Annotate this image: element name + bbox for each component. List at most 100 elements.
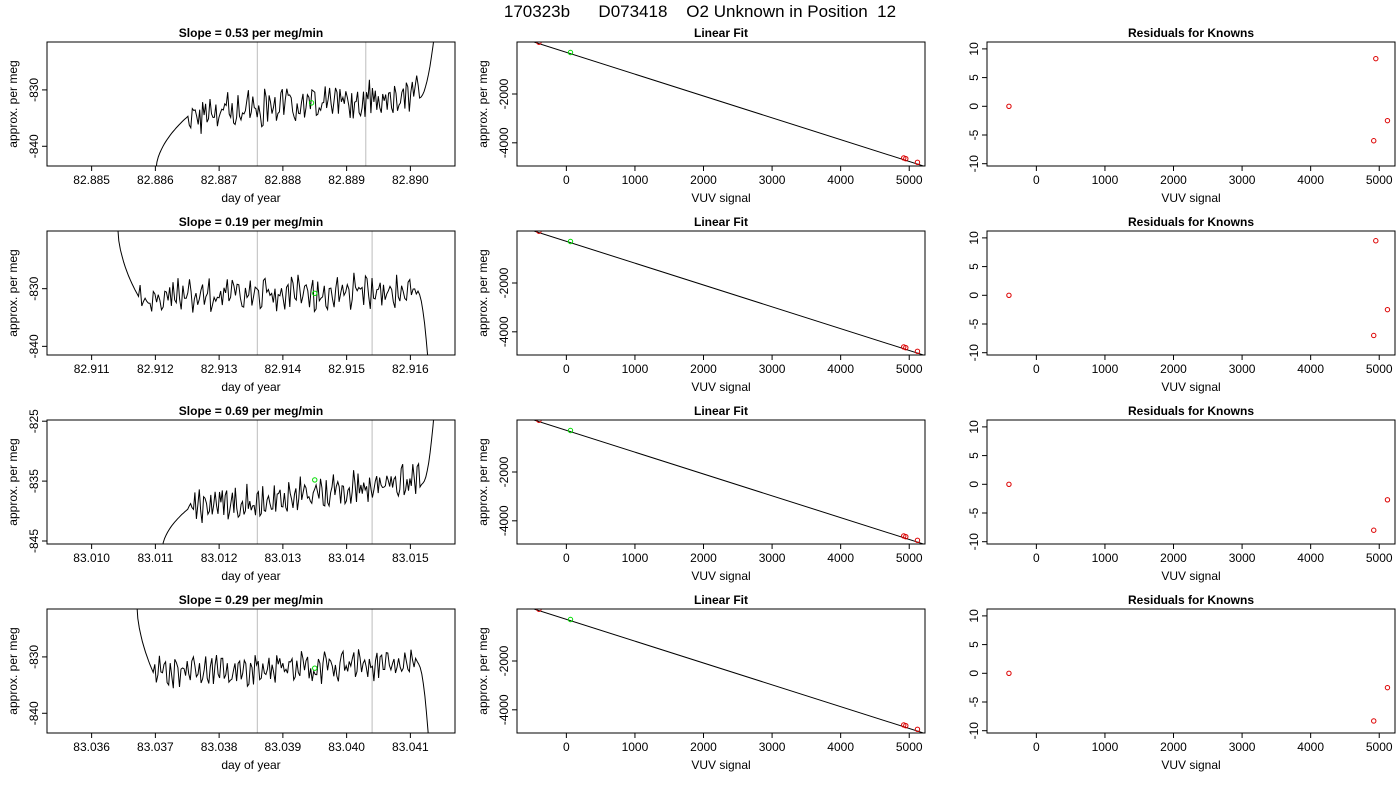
y-axis-label: approx. per meg — [6, 438, 20, 525]
plot-area — [1006, 238, 1391, 339]
y-axis-label: approx. per meg — [476, 438, 490, 525]
x-tick-label: 83.038 — [201, 740, 238, 754]
x-tick-label: 0 — [1033, 362, 1040, 376]
known-point — [1371, 527, 1377, 533]
plot-frame — [516, 608, 926, 734]
plot-frame — [516, 41, 926, 167]
known-point — [1371, 332, 1377, 339]
x-tick-label: 5000 — [896, 740, 923, 754]
y-axis-label: approx. per meg — [476, 627, 490, 714]
plot-frame — [46, 230, 456, 356]
x-tick-label: 0 — [563, 362, 570, 376]
x-tick-label: 4000 — [827, 173, 854, 187]
y-tick-label: -830 — [27, 78, 41, 102]
page-title: 170323b D073418 O2 Unknown in Position 1… — [503, 2, 897, 21]
fit-line — [532, 609, 925, 733]
y-tick-label: 10 — [967, 609, 981, 623]
y-tick-label: -10 — [967, 722, 981, 740]
y-tick-label: -4000 — [497, 694, 511, 725]
x-tick-label: 82.889 — [328, 173, 365, 187]
y-tick-label: -10 — [967, 533, 981, 551]
known-point — [1006, 670, 1012, 676]
x-tick-label: 83.010 — [73, 551, 110, 565]
x-axis-label: VUV signal — [691, 380, 750, 394]
x-tick-label: 3000 — [759, 551, 786, 565]
x-tick-label: 4000 — [1297, 173, 1324, 187]
unknown-marker — [308, 100, 315, 106]
plot-area — [1006, 481, 1391, 533]
y-tick-label: -4000 — [497, 127, 511, 158]
x-tick-label: 82.887 — [201, 173, 238, 187]
known-point — [914, 537, 921, 544]
y-tick-label: 0 — [967, 292, 981, 299]
panel-linear-fit-3: Linear Fit 0 1000 2000 3000 4000 5000 -4000 -200… — [476, 404, 926, 583]
y-tick-label: -830 — [27, 645, 41, 669]
x-tick-label: 83.036 — [73, 740, 110, 754]
y-tick-label: -10 — [967, 155, 981, 173]
x-tick-label: 2000 — [1160, 551, 1187, 565]
x-tick-label: 83.039 — [265, 740, 302, 754]
x-tick-label: 82.911 — [74, 362, 110, 376]
x-axis-label: VUV signal — [691, 569, 750, 583]
timeseries-line — [155, 42, 434, 166]
panel-residuals-2: Residuals for Knowns 0 1000 2000 3000 4000 500… — [967, 215, 1396, 394]
x-tick-label: 4000 — [1297, 551, 1324, 565]
x-axis-label: day of year — [221, 569, 280, 583]
unknown-point — [567, 49, 574, 56]
x-tick-label: 4000 — [1297, 362, 1324, 376]
x-tick-label: 3000 — [759, 362, 786, 376]
panel-linear-fit-4: Linear Fit 0 1000 2000 3000 4000 5000 -4000 -200… — [476, 593, 926, 772]
y-tick-label: 5 — [967, 74, 981, 81]
x-tick-label: 3000 — [1229, 740, 1256, 754]
plot-frame — [46, 41, 456, 167]
known-point — [1006, 481, 1012, 487]
plot-area — [136, 609, 429, 733]
known-point — [903, 344, 909, 351]
x-tick-label: 83.011 — [137, 551, 173, 565]
known-point — [903, 533, 909, 540]
x-axis-label: day of year — [221, 380, 280, 394]
x-tick-label: 5000 — [1366, 551, 1393, 565]
x-tick-label: 4000 — [827, 551, 854, 565]
x-tick-label: 5000 — [1366, 740, 1393, 754]
y-tick-label: -5 — [967, 507, 981, 518]
panel-title: Residuals for Knowns — [1128, 404, 1254, 418]
y-axis-label: approx. per meg — [6, 249, 20, 336]
x-tick-label: 82.890 — [392, 173, 429, 187]
x-tick-label: 2000 — [1160, 740, 1187, 754]
plot-frame — [986, 419, 1396, 545]
known-point — [1384, 497, 1391, 503]
known-point — [1373, 55, 1379, 62]
x-tick-label: 82.885 — [73, 173, 110, 187]
x-tick-label: 2000 — [690, 551, 717, 565]
panel-timeseries-4: Slope = 0.29 per meg/min 83.036 83.037 83.0… — [6, 593, 456, 772]
x-tick-label: 82.888 — [265, 173, 302, 187]
x-tick-label: 0 — [563, 740, 570, 754]
y-tick-label: 5 — [967, 452, 981, 459]
panel-title: Residuals for Knowns — [1128, 593, 1254, 607]
plot-frame — [986, 608, 1396, 734]
panel-residuals-4: Residuals for Knowns 0 1000 2000 3000 4000 500… — [967, 593, 1396, 772]
y-tick-label: -4000 — [497, 316, 511, 347]
plot-area — [532, 231, 925, 355]
x-tick-label: 83.012 — [201, 551, 238, 565]
x-tick-label: 1000 — [622, 551, 649, 565]
y-tick-label: -840 — [27, 134, 41, 158]
y-tick-label: -845 — [27, 529, 41, 553]
known-point — [914, 726, 921, 733]
x-tick-label: 5000 — [896, 173, 923, 187]
x-axis-label: day of year — [221, 191, 280, 205]
x-axis-label: day of year — [221, 758, 280, 772]
y-tick-label: -840 — [27, 334, 41, 358]
timeseries-line — [136, 609, 429, 733]
x-tick-label: 3000 — [1229, 173, 1256, 187]
x-tick-label: 5000 — [896, 362, 923, 376]
y-tick-label: 10 — [967, 420, 981, 434]
known-point — [1006, 103, 1012, 109]
x-axis-label: VUV signal — [1161, 380, 1220, 394]
plot-area — [532, 42, 925, 166]
x-tick-label: 83.013 — [265, 551, 302, 565]
panel-title: Residuals for Knowns — [1128, 215, 1254, 229]
x-tick-label: 83.037 — [137, 740, 174, 754]
